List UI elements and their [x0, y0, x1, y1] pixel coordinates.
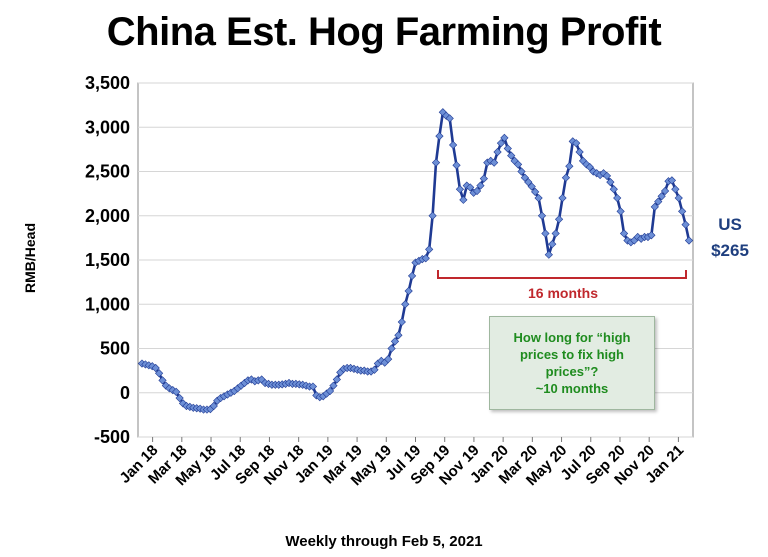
data-point — [674, 193, 683, 203]
data-point — [602, 171, 612, 181]
y-axis-ticks: -500 0 500 1,000 1,500 2,000 2,500 3,000 3,500 — [85, 73, 130, 447]
data-point — [493, 147, 502, 157]
data-point — [650, 202, 659, 212]
data-point — [613, 193, 622, 203]
data-point — [308, 382, 318, 391]
data-point — [472, 186, 482, 196]
y-tick-label: 1,500 — [85, 250, 130, 270]
data-point — [325, 386, 335, 396]
data-point — [490, 158, 499, 167]
chart-title: China Est. Hog Farming Profit — [106, 10, 662, 54]
data-point — [527, 182, 536, 191]
data-point — [572, 139, 581, 148]
data-point — [329, 381, 338, 390]
data-point — [496, 139, 506, 148]
data-point — [671, 185, 680, 194]
data-point — [449, 140, 458, 150]
data-point — [524, 178, 533, 187]
data-point — [384, 355, 393, 364]
data-point — [435, 131, 444, 141]
data-point — [654, 197, 663, 206]
data-point — [154, 369, 164, 378]
data-point — [401, 300, 410, 309]
data-point — [684, 236, 694, 245]
y-tick-label: 0 — [120, 383, 130, 403]
data-point — [404, 286, 413, 296]
data-point — [452, 161, 461, 170]
data-point — [421, 254, 430, 263]
data-point — [425, 245, 434, 254]
data-point — [370, 365, 379, 374]
data-point — [175, 393, 184, 403]
data-point — [428, 211, 437, 220]
data-point — [616, 207, 625, 216]
data-point — [678, 207, 687, 216]
data-point — [548, 239, 557, 249]
data-point — [534, 193, 543, 203]
data-point — [500, 133, 509, 142]
data-point — [565, 162, 574, 171]
data-point — [531, 187, 540, 196]
data-point — [390, 337, 400, 346]
data-point — [445, 114, 454, 123]
data-point — [609, 185, 618, 194]
data-point — [660, 186, 670, 196]
bracket-label: 16 months — [527, 285, 598, 301]
data-point — [657, 192, 666, 201]
data-point — [585, 162, 594, 172]
data-point — [520, 173, 530, 182]
y-tick-label: 2,500 — [85, 162, 130, 182]
data-point — [541, 229, 550, 238]
data-point — [394, 331, 403, 340]
data-point — [459, 195, 468, 204]
data-point — [397, 317, 406, 327]
data-point — [537, 211, 547, 220]
data-point — [517, 167, 526, 176]
data-point — [151, 363, 160, 373]
data-point — [647, 231, 656, 240]
data-point — [544, 250, 553, 259]
y-tick-label: -500 — [94, 427, 130, 447]
data-point — [455, 185, 465, 194]
data-point — [158, 376, 167, 385]
y-tick-label: 3,500 — [85, 73, 130, 93]
data-point — [407, 271, 417, 281]
data-point — [476, 181, 485, 190]
data-point — [431, 158, 441, 167]
data-point — [479, 174, 488, 183]
data-point — [503, 144, 512, 153]
data-point — [575, 147, 584, 157]
data-point — [513, 160, 523, 169]
data-point — [209, 401, 218, 411]
us-dollar-annotation: US $265 — [711, 215, 749, 260]
data-point — [554, 215, 564, 224]
data-point — [466, 183, 475, 192]
data-point — [558, 193, 567, 203]
data-point — [172, 387, 181, 396]
note-box: How long for “high prices to fix high pr… — [489, 316, 655, 410]
data-point — [387, 344, 396, 353]
sixteen-month-bracket — [437, 270, 687, 279]
y-tick-label: 3,000 — [85, 117, 130, 137]
data-point — [561, 173, 571, 182]
data-point — [606, 178, 615, 187]
x-axis-label: Weekly through Feb 5, 2021 — [285, 533, 483, 550]
series-layer — [137, 108, 694, 414]
y-axis-label: RMB/Head — [22, 223, 38, 294]
data-point — [681, 220, 690, 229]
data-point — [551, 229, 560, 238]
data-point — [332, 375, 341, 384]
y-tick-label: 1,000 — [85, 294, 130, 314]
y-tick-label: 2,000 — [85, 206, 130, 226]
data-point — [619, 229, 629, 238]
data-point — [507, 151, 516, 160]
data-point — [667, 176, 677, 185]
y-tick-label: 500 — [100, 339, 130, 359]
